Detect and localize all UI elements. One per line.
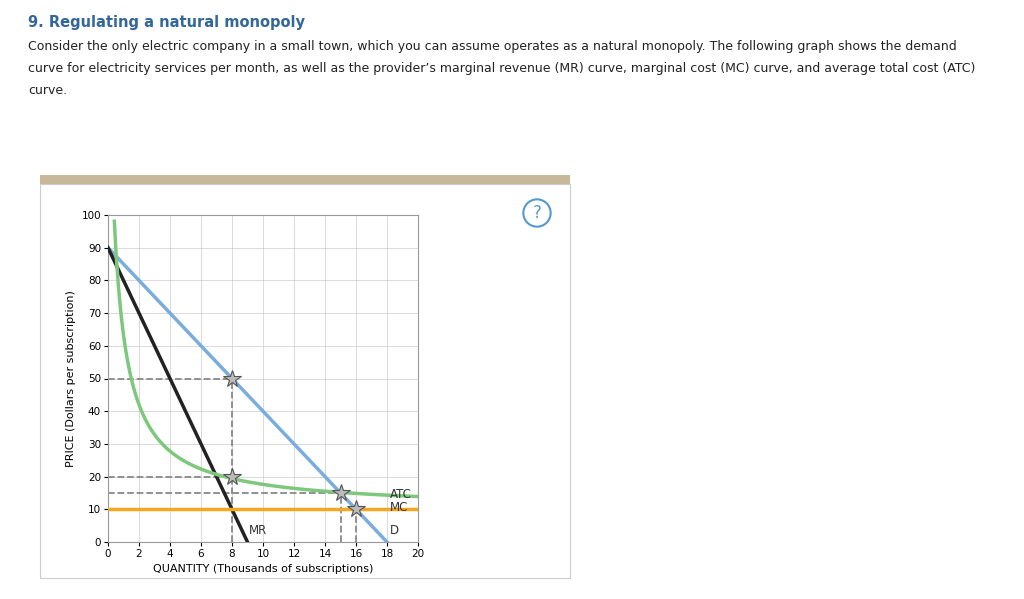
Text: 9. Regulating a natural monopoly: 9. Regulating a natural monopoly [28,15,305,30]
Text: curve.: curve. [28,84,68,97]
Y-axis label: PRICE (Dollars per subscription): PRICE (Dollars per subscription) [66,290,76,467]
Text: MC: MC [390,501,409,514]
Bar [40,184,570,578]
Text: Consider the only electric company in a small town, which you can assume operate: Consider the only electric company in a … [28,40,956,53]
Text: ?: ? [532,204,542,222]
Text: MR: MR [249,524,267,537]
Text: curve for electricity services per month, as well as the provider’s marginal rev: curve for electricity services per month… [28,62,976,75]
Text: D: D [390,524,399,537]
Text: ATC: ATC [390,488,412,501]
X-axis label: QUANTITY (Thousands of subscriptions): QUANTITY (Thousands of subscriptions) [153,564,373,574]
Bar [40,175,570,184]
